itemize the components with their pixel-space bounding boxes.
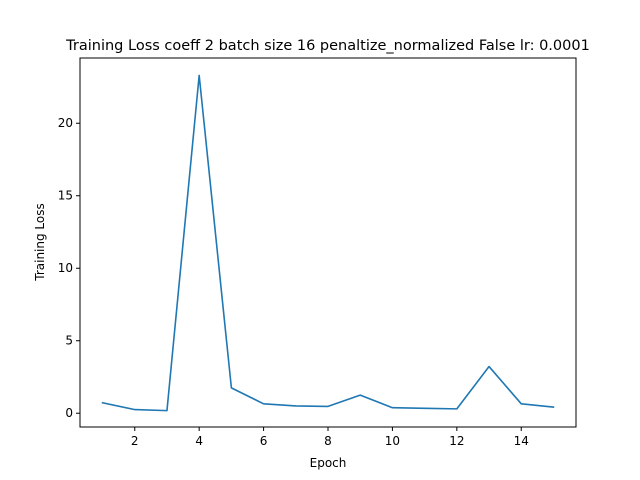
series-line [101,74,555,412]
y-tick-label: 0 [65,406,73,420]
x-tick-label: 10 [385,434,400,448]
x-tick-label: 14 [514,434,529,448]
y-axis-label: Training Loss [33,203,47,281]
chart-title: Training Loss coeff 2 batch size 16 pena… [65,38,590,54]
x-tick-label: 4 [195,434,203,448]
y-tick-label: 10 [58,261,73,275]
x-tick-label: 2 [131,434,139,448]
x-axis-label: Epoch [310,456,347,470]
y-tick-label: 20 [58,116,73,130]
series-layer [101,74,555,412]
y-axis-ticks: 0 5 10 15 20 [58,116,80,420]
y-tick-label: 15 [58,189,73,203]
x-tick-label: 6 [260,434,268,448]
x-tick-label: 12 [449,434,464,448]
x-axis-ticks: 2 4 6 8 10 12 14 [131,427,529,448]
y-tick-label: 5 [65,334,73,348]
x-tick-label: 8 [324,434,332,448]
